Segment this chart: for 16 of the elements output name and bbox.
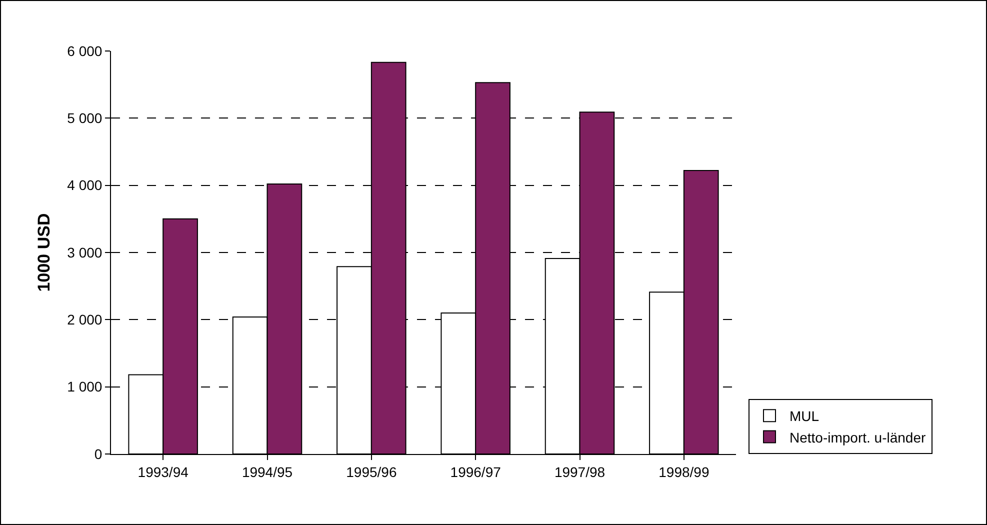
y-tick-label: 3 000 (67, 244, 102, 260)
legend-label: Netto-import. u-länder (790, 429, 926, 446)
legend-label: MUL (790, 408, 820, 424)
y-tick-label: 2 000 (67, 312, 102, 328)
x-tick-label: 1996/97 (450, 464, 502, 480)
y-tick-label: 0 (94, 446, 102, 462)
x-tick-label: 1995/96 (346, 464, 397, 480)
x-tick-label: 1998/99 (658, 464, 710, 480)
y-axis-title: 1000 USD (34, 213, 54, 292)
x-tick-label: 1993/94 (138, 464, 189, 480)
x-tick-label: 1997/98 (554, 464, 606, 480)
y-tick-label: 5 000 (67, 110, 102, 126)
x-tick-label: 1994/95 (242, 464, 293, 480)
y-tick-label: 4 000 (67, 177, 102, 194)
y-tick-label: 6 000 (67, 42, 102, 59)
y-tick-label: 1 000 (67, 378, 102, 395)
